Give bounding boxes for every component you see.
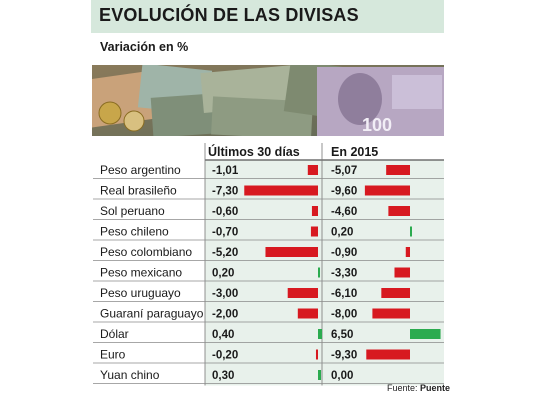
value-label-30-dias: 0,20 (212, 268, 234, 280)
bar-2015 (386, 165, 410, 175)
series-header-30-dias: Últimos 30 días (208, 144, 300, 159)
row-bg-name (93, 262, 205, 283)
value-label-2015: -0,90 (331, 247, 357, 259)
bar-2015 (410, 329, 441, 339)
value-label-30-dias: -7,30 (212, 186, 238, 198)
category-label: Peso uruguayo (100, 286, 181, 300)
bar-30-dias (311, 206, 318, 216)
value-label-30-dias: -0,20 (212, 350, 238, 362)
row-bg-values (205, 221, 444, 242)
category-label: Euro (100, 348, 126, 362)
category-label: Dólar (100, 327, 129, 341)
bar-30-dias (318, 370, 322, 380)
value-label-30-dias: 0,30 (212, 370, 234, 382)
category-label: Guaraní paraguayo (100, 307, 204, 321)
row-bg-name (93, 344, 205, 365)
value-label-2015: -4,60 (331, 206, 357, 218)
value-label-2015: -8,00 (331, 309, 357, 321)
category-label: Peso mexicano (100, 266, 182, 280)
banknotes-illustration: 100 (92, 65, 444, 136)
row-bg-name (93, 283, 205, 304)
value-label-2015: -5,07 (331, 165, 357, 177)
value-label-2015: 6,50 (331, 329, 353, 341)
value-label-2015: 0,20 (331, 227, 353, 239)
value-label-2015: -9,60 (331, 186, 357, 198)
value-label-30-dias: -5,20 (212, 247, 238, 259)
chart-title: EVOLUCIÓN DE LAS DIVISAS (99, 5, 359, 25)
bar-30-dias (297, 308, 318, 319)
source-note: Fuente: Puente (387, 383, 450, 393)
bar-30-dias (307, 165, 318, 175)
source-name: Puente (420, 383, 451, 393)
category-label: Peso chileno (100, 225, 169, 239)
svg-text:100: 100 (362, 115, 392, 135)
row-bg-name (93, 242, 205, 263)
bar-2015 (366, 349, 410, 360)
category-label: Peso argentino (100, 163, 181, 177)
row-bg-values (205, 160, 444, 181)
bar-30-dias (244, 185, 318, 196)
row-bg-name (93, 365, 205, 386)
bar-30-dias (287, 288, 318, 298)
source-prefix: Fuente: (387, 383, 418, 393)
row-bg-values (205, 201, 444, 222)
bar-30-dias (310, 226, 318, 237)
row-bg-name (93, 160, 205, 181)
row-bg-name (93, 303, 205, 324)
value-label-30-dias: 0,40 (212, 329, 234, 341)
bar-30-dias (318, 267, 321, 278)
value-label-30-dias: -1,01 (212, 165, 239, 177)
value-label-30-dias: -2,00 (212, 309, 238, 321)
series-header-2015: En 2015 (331, 145, 378, 159)
bar-2015 (394, 267, 410, 278)
category-label: Sol peruano (100, 204, 165, 218)
chart-subtitle: Variación en % (100, 40, 189, 54)
bar-2015 (405, 247, 410, 257)
value-label-30-dias: -0,60 (212, 206, 238, 218)
value-label-30-dias: -0,70 (212, 227, 238, 239)
row-bg-name (93, 324, 205, 345)
row-bg-name (93, 221, 205, 242)
bar-2015 (388, 206, 410, 216)
banknotes-photo: 100 (92, 65, 444, 136)
value-label-30-dias: -3,00 (212, 288, 238, 300)
bar-30-dias (318, 329, 323, 339)
bar-2015 (372, 308, 410, 319)
title-banner (91, 0, 444, 33)
row-bg-values (205, 242, 444, 263)
value-label-2015: -9,30 (331, 350, 357, 362)
value-label-2015: 0,00 (331, 370, 353, 382)
bar-2015 (381, 288, 410, 298)
row-bg-values (205, 324, 444, 345)
bar-30-dias (265, 247, 318, 257)
value-label-2015: -6,10 (331, 288, 357, 300)
category-label: Yuan chino (100, 368, 160, 382)
bar-2015 (410, 226, 412, 237)
row-bg-name (93, 201, 205, 222)
bar-2015 (364, 185, 410, 196)
category-label: Peso colombiano (100, 245, 192, 259)
bar-30-dias (315, 349, 318, 360)
category-label: Real brasileño (100, 184, 177, 198)
row-bg-values (205, 365, 444, 386)
row-bg-name (93, 180, 205, 201)
row-bg-values (205, 262, 444, 283)
value-label-2015: -3,30 (331, 268, 357, 280)
